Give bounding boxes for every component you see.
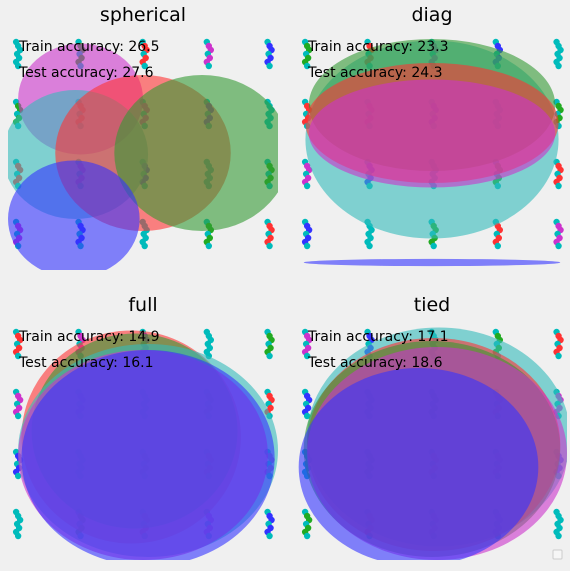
train-accuracy-label: Train accuracy: 26.5 xyxy=(18,39,160,55)
panel-tied: tied Train accuracy: 17.1 Test accuracy: 1… xyxy=(298,294,567,560)
sample-point xyxy=(303,532,311,540)
sample-point xyxy=(266,242,273,250)
sample-point xyxy=(266,62,273,70)
sample-point xyxy=(205,62,213,70)
sample-point xyxy=(303,62,311,70)
component-ellipse-4 xyxy=(303,258,561,267)
sample-point xyxy=(14,532,22,540)
panel-title: full xyxy=(128,294,157,316)
sample-point xyxy=(555,532,562,540)
panel-diag: diag Train accuracy: 23.3 Test accuracy: 2… xyxy=(301,4,564,267)
sample-point xyxy=(141,62,148,70)
panel-title: tied xyxy=(414,294,450,316)
test-accuracy-label: Test accuracy: 18.6 xyxy=(307,355,443,371)
panel-full: full Train accuracy: 14.9 Test accuracy: 1… xyxy=(12,294,278,560)
sample-point xyxy=(141,242,148,250)
panel-title: spherical xyxy=(100,4,186,26)
sample-point xyxy=(430,242,437,250)
component-ellipse-4 xyxy=(8,160,140,270)
sample-point xyxy=(494,242,502,250)
sample-point xyxy=(303,412,311,420)
sample-point xyxy=(366,242,373,250)
sample-point xyxy=(555,352,562,360)
sample-point xyxy=(555,242,562,250)
sample-point xyxy=(303,352,311,360)
sample-point xyxy=(555,62,562,70)
sample-point xyxy=(303,182,311,190)
test-accuracy-label: Test accuracy: 16.1 xyxy=(18,355,154,371)
test-accuracy-label: Test accuracy: 27.6 xyxy=(18,65,154,81)
sample-point xyxy=(205,242,213,250)
sample-point xyxy=(555,182,562,190)
panel-title: diag xyxy=(411,4,452,26)
component-ellipse-4 xyxy=(21,350,275,560)
train-accuracy-label: Train accuracy: 17.1 xyxy=(307,329,449,345)
sample-point xyxy=(14,62,22,70)
sample-point xyxy=(266,532,273,540)
panel-spherical: spherical Train accuracy: 26.5 Test accura… xyxy=(8,4,278,270)
train-accuracy-label: Train accuracy: 14.9 xyxy=(18,329,160,345)
legend-box xyxy=(552,549,563,560)
sample-point xyxy=(303,242,311,250)
component-ellipse-3 xyxy=(308,79,556,188)
train-accuracy-label: Train accuracy: 23.3 xyxy=(307,39,449,55)
sample-point xyxy=(14,352,22,360)
sample-point xyxy=(14,412,22,420)
component-ellipse-4 xyxy=(298,368,539,560)
test-accuracy-label: Test accuracy: 24.3 xyxy=(307,65,443,81)
sample-point xyxy=(14,472,22,480)
sample-point xyxy=(266,352,273,360)
component-ellipse-3 xyxy=(114,75,278,231)
